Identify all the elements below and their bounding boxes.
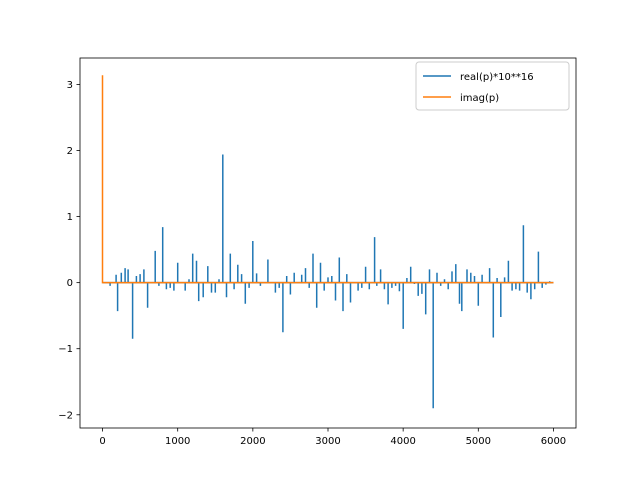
- x-tick-label: 2000: [240, 436, 265, 447]
- y-axis: −2 −1 0 1 2 3: [58, 80, 80, 421]
- y-tick-label: 3: [67, 80, 73, 91]
- y-tick-label: 2: [67, 146, 73, 157]
- x-tick-label: 1000: [165, 436, 190, 447]
- y-tick-label: 0: [67, 278, 73, 289]
- legend-label-real: real(p)*10**16: [460, 72, 534, 83]
- legend-label-imag: imag(p): [460, 93, 499, 104]
- x-tick-label: 4000: [390, 436, 415, 447]
- x-tick-label: 5000: [466, 436, 491, 447]
- x-tick-label: 6000: [541, 436, 566, 447]
- y-tick-label: −2: [58, 410, 73, 421]
- x-tick-label: 0: [99, 436, 105, 447]
- series-line-imag: [101, 75, 554, 284]
- y-tick-label: −1: [58, 344, 73, 355]
- legend: real(p)*10**16 imag(p): [415, 61, 570, 111]
- series-layer: [101, 75, 554, 409]
- x-tick-label: 3000: [315, 436, 340, 447]
- x-axis: 0 1000 2000 3000 4000 5000 6000: [99, 428, 566, 447]
- y-tick-label: 1: [67, 212, 73, 223]
- series-line-real: [102, 154, 554, 409]
- legend-box: [415, 61, 570, 111]
